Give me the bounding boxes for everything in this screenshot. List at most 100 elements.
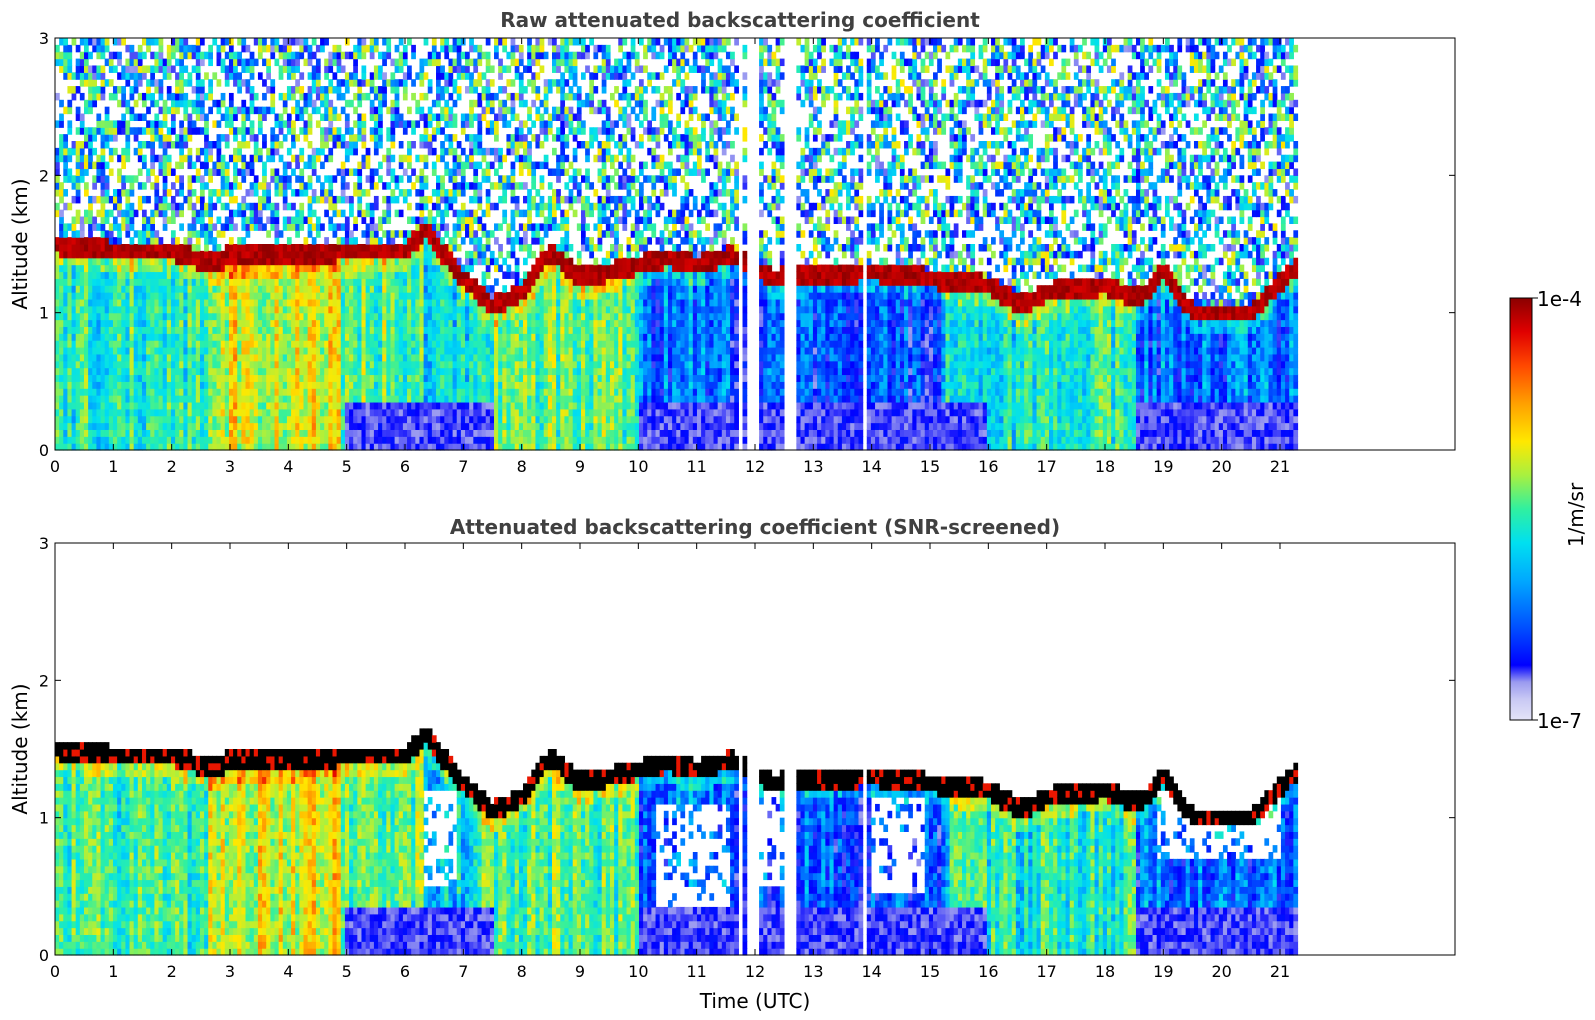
heatmap-cell [436, 347, 441, 355]
heatmap-cell [112, 51, 118, 60]
heatmap-cell [112, 374, 118, 382]
heatmap-cell [79, 38, 85, 46]
heatmap-cell [361, 326, 367, 334]
heatmap-cell [286, 86, 292, 94]
heatmap-cell [71, 415, 77, 424]
heatmap-cell [204, 72, 209, 80]
heatmap-cell [121, 223, 127, 231]
heatmap-cell [237, 202, 242, 211]
heatmap-cell [249, 134, 255, 142]
heatmap-cell [96, 436, 102, 444]
heatmap-cell [278, 326, 284, 334]
heatmap-cell [183, 408, 189, 417]
heatmap-cell [469, 319, 474, 327]
heatmap-cell [224, 120, 230, 128]
heatmap-cell [332, 436, 338, 444]
heatmap-cell [175, 209, 180, 218]
heatmap-cell [262, 223, 267, 231]
heatmap-cell [137, 182, 143, 190]
heatmap-cell [249, 305, 255, 314]
heatmap-cell [166, 319, 172, 327]
heatmap-cell [187, 436, 193, 444]
heatmap-cell [245, 388, 251, 396]
heatmap-cell [191, 326, 197, 334]
heatmap-cell [324, 278, 329, 286]
heatmap-cell [141, 278, 147, 286]
heatmap-cell [369, 38, 375, 46]
heatmap-cell [286, 305, 292, 314]
heatmap-cell [324, 264, 329, 273]
heatmap-cell [158, 237, 164, 245]
heatmap-cell [365, 347, 371, 355]
heatmap-cell [274, 388, 280, 396]
heatmap-cell [291, 250, 296, 259]
heatmap-cell [481, 278, 487, 286]
heatmap-cell [195, 58, 201, 67]
heatmap-cell [291, 244, 296, 252]
heatmap-cell [440, 292, 445, 300]
heatmap-cell [262, 326, 267, 334]
heatmap-cell [179, 161, 184, 170]
heatmap-cell [170, 340, 176, 348]
heatmap-cell [208, 326, 213, 334]
heatmap-cell [129, 319, 135, 327]
heatmap-cell [307, 244, 313, 252]
heatmap-cell [407, 381, 412, 389]
heatmap-cell [245, 106, 251, 115]
heatmap-cell [228, 401, 234, 410]
heatmap-cell [382, 92, 387, 101]
heatmap-cell [220, 305, 226, 314]
heatmap-cell [427, 257, 433, 266]
heatmap-cell [121, 175, 127, 183]
heatmap-cell [369, 367, 375, 376]
heatmap-cell [286, 147, 292, 156]
heatmap-cell [431, 298, 437, 307]
heatmap-cell [361, 44, 367, 53]
heatmap-cell [79, 278, 85, 286]
heatmap-cell [423, 388, 429, 396]
heatmap-cell [112, 388, 118, 396]
heatmap-cell [336, 113, 342, 121]
heatmap-cell [228, 65, 234, 73]
heatmap-cell [117, 120, 122, 128]
heatmap-cell [183, 326, 189, 334]
heatmap-cell [481, 388, 487, 396]
heatmap-cell [208, 340, 213, 348]
heatmap-cell [315, 250, 321, 259]
heatmap-cell [307, 319, 313, 327]
heatmap-cell [311, 244, 317, 252]
heatmap-cell [349, 285, 354, 293]
heatmap-cell [121, 395, 127, 403]
heatmap-cell [121, 353, 127, 362]
heatmap-cell [245, 223, 251, 231]
heatmap-cell [199, 99, 205, 108]
heatmap-cell [266, 408, 271, 417]
heatmap-cell [249, 374, 255, 382]
heatmap-cell [411, 395, 416, 403]
heatmap-cell [407, 216, 412, 224]
heatmap-cell [303, 285, 309, 293]
heatmap-cell [100, 154, 106, 163]
heatmap-cell [237, 51, 242, 60]
heatmap-cell [390, 120, 396, 128]
heatmap-cell [170, 429, 176, 437]
heatmap-cell [373, 127, 379, 135]
heatmap-cell [328, 305, 334, 314]
heatmap-cell [452, 408, 458, 417]
heatmap-cell [108, 326, 114, 334]
heatmap-cell [407, 436, 412, 444]
heatmap-cell [92, 422, 98, 430]
heatmap-cell [199, 113, 205, 121]
heatmap-cell [88, 353, 93, 362]
heatmap-cell [175, 44, 180, 53]
heatmap-cell [266, 381, 271, 389]
heatmap-cell [166, 353, 172, 362]
heatmap-cell [245, 189, 251, 197]
heatmap-cell [79, 250, 85, 259]
heatmap-cell [204, 113, 209, 121]
heatmap-cell [233, 401, 238, 410]
heatmap-cell [444, 388, 450, 396]
heatmap-cell [146, 278, 151, 286]
heatmap-cell [88, 347, 93, 355]
heatmap-cell [241, 298, 247, 307]
